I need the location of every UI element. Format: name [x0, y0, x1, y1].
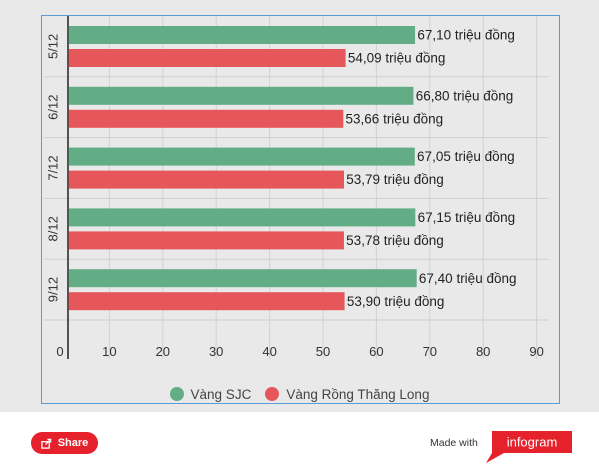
x-tick-label-5: 50 — [316, 344, 330, 359]
data-label-1-2: 53,79 triệu đồng — [346, 172, 444, 187]
legend: Vàng SJC Vàng Rồng Thăng Long — [0, 384, 599, 404]
bar-1-3 — [68, 231, 344, 250]
made-with-text: Made with — [430, 437, 478, 449]
share-icon — [40, 438, 51, 449]
footer: Share Made with infogram — [0, 412, 599, 470]
category-label-4: 9/12 — [45, 277, 60, 302]
category-label-0: 5/12 — [45, 34, 60, 59]
category-label-1: 6/12 — [45, 95, 60, 120]
infogram-logo-shape — [486, 431, 572, 463]
legend-label-rong-thang-long: Vàng Rồng Thăng Long — [286, 386, 430, 402]
bar-0-0 — [68, 26, 416, 44]
chart-panel: 5/12 67,10 triệu đồng 54,09 triệu đồng 6/12… — [0, 0, 599, 412]
legend-item-rong-thang-long[interactable]: Vàng Rồng Thăng Long — [265, 387, 429, 402]
bar-1-4 — [68, 292, 345, 311]
x-tick-label-1: 10 — [102, 344, 116, 359]
data-label-1-3: 53,78 triệu đồng — [346, 233, 444, 248]
x-tick-label-0: 0 — [56, 344, 63, 359]
bar-1-1 — [68, 109, 344, 128]
share-label: Share — [57, 437, 89, 449]
bar-0-4 — [68, 269, 417, 288]
legend-dot-rong-thang-long — [265, 387, 280, 401]
x-tick-label-7: 70 — [423, 344, 437, 359]
data-label-1-4: 53,90 triệu đồng — [347, 294, 445, 309]
bar-1-2 — [68, 170, 344, 189]
bar-0-3 — [68, 208, 416, 227]
x-tick-label-6: 60 — [369, 344, 383, 359]
x-tick-label-3: 30 — [209, 344, 223, 359]
data-label-0-3: 67,15 triệu đồng — [418, 210, 516, 225]
x-tick-label-8: 80 — [476, 344, 490, 359]
data-label-0-1: 66,80 triệu đồng — [416, 88, 514, 103]
data-label-0-2: 67,05 triệu đồng — [417, 149, 515, 164]
x-tick-label-9: 90 — [529, 344, 543, 359]
bar-0-2 — [68, 147, 415, 166]
data-label-0-0: 67,10 triệu đồng — [417, 28, 515, 43]
share-button[interactable]: Share — [31, 432, 98, 454]
x-tick-label-4: 40 — [262, 344, 276, 359]
legend-dot-sjc — [169, 387, 184, 401]
legend-label-sjc: Vàng SJC — [190, 386, 252, 402]
bar-chart: 5/12 67,10 triệu đồng 54,09 triệu đồng 6/12… — [44, 16, 549, 359]
bar-1-0 — [68, 49, 346, 67]
data-label-0-4: 67,40 triệu đồng — [419, 271, 517, 286]
bar-0-1 — [68, 86, 414, 105]
infogram-logo-text: infogram — [507, 435, 558, 450]
infogram-logo[interactable]: infogram — [484, 431, 572, 463]
x-tick-label-2: 20 — [156, 344, 170, 359]
data-label-1-1: 53,66 triệu đồng — [346, 111, 444, 126]
category-label-2: 7/12 — [45, 155, 60, 180]
data-label-1-0: 54,09 triệu đồng — [348, 51, 446, 66]
legend-item-sjc[interactable]: Vàng SJC — [169, 386, 252, 402]
chart-frame — [41, 15, 560, 404]
category-label-3: 8/12 — [45, 216, 60, 241]
